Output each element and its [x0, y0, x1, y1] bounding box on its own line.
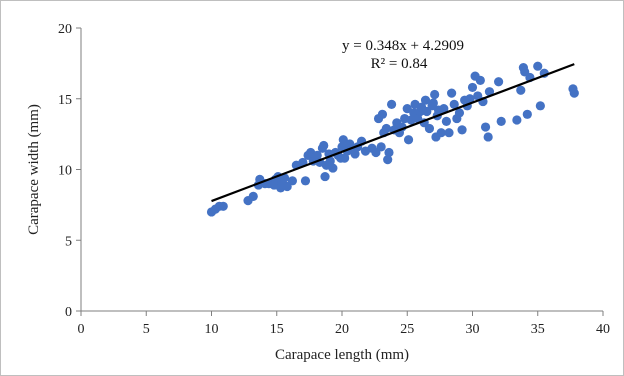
trendline	[211, 63, 575, 203]
x-axis-ticks: 0 5 10 15 20 25 30 35 40	[78, 311, 610, 337]
data-point	[467, 82, 478, 93]
data-point	[430, 89, 440, 100]
data-point	[420, 95, 431, 105]
data-point	[449, 99, 459, 110]
y-axis-title: Carapace width (mm)	[26, 104, 42, 235]
y-axis-ticks: 0 5 10 15 20	[58, 22, 81, 320]
y-tick-label: 15	[58, 93, 72, 108]
y-tick-label: 0	[65, 305, 72, 320]
data-point	[516, 85, 526, 95]
x-tick-label: 20	[335, 322, 349, 337]
x-tick-label: 40	[596, 322, 610, 337]
data-point	[319, 140, 329, 151]
data-point	[512, 115, 522, 125]
data-point	[444, 128, 454, 138]
y-tick-label: 20	[58, 22, 72, 37]
data-point	[439, 104, 449, 114]
data-point	[535, 101, 545, 111]
data-point	[494, 77, 504, 87]
data-point	[338, 135, 348, 145]
data-point	[320, 171, 330, 182]
data-point	[376, 142, 386, 152]
data-point	[377, 109, 388, 119]
x-tick-label: 15	[270, 322, 284, 337]
data-point	[279, 173, 290, 183]
data-point	[496, 116, 506, 126]
data-point	[441, 116, 451, 126]
data-point	[475, 75, 485, 85]
data-point	[480, 122, 491, 132]
data-point	[287, 176, 298, 186]
data-point	[483, 132, 493, 142]
data-point	[436, 128, 446, 138]
data-point	[248, 191, 258, 201]
data-point	[465, 94, 475, 104]
data-point	[340, 153, 350, 163]
data-points-layer	[206, 61, 579, 217]
data-point	[403, 135, 414, 145]
trendline-equation: y = 0.348x + 4.2909	[342, 38, 464, 54]
x-axis-title: Carapace length (mm)	[275, 347, 409, 363]
data-point	[533, 61, 543, 71]
data-point	[328, 163, 338, 173]
data-point	[522, 109, 532, 119]
data-point	[218, 201, 228, 211]
data-point	[383, 154, 393, 165]
x-tick-label: 10	[205, 322, 219, 337]
data-point	[454, 108, 465, 118]
data-point	[381, 123, 391, 134]
data-point	[325, 156, 335, 166]
x-tick-label: 35	[531, 322, 545, 337]
data-point	[312, 150, 322, 160]
x-tick-label: 30	[466, 322, 480, 337]
y-tick-label: 5	[65, 234, 72, 249]
data-point	[384, 147, 394, 158]
data-point	[447, 88, 457, 98]
data-point	[428, 98, 438, 108]
data-point	[424, 123, 435, 134]
data-point	[484, 87, 495, 97]
data-point	[413, 113, 423, 124]
r-squared-label: R² = 0.84	[371, 56, 428, 72]
data-point	[402, 104, 412, 114]
data-point	[569, 88, 579, 98]
data-point	[300, 176, 311, 186]
data-point	[457, 125, 467, 135]
x-tick-label: 0	[78, 322, 85, 337]
data-point	[350, 149, 360, 159]
data-point	[386, 99, 397, 110]
x-tick-label: 5	[143, 322, 150, 337]
x-tick-label: 25	[400, 322, 414, 337]
y-tick-label: 10	[58, 164, 72, 179]
